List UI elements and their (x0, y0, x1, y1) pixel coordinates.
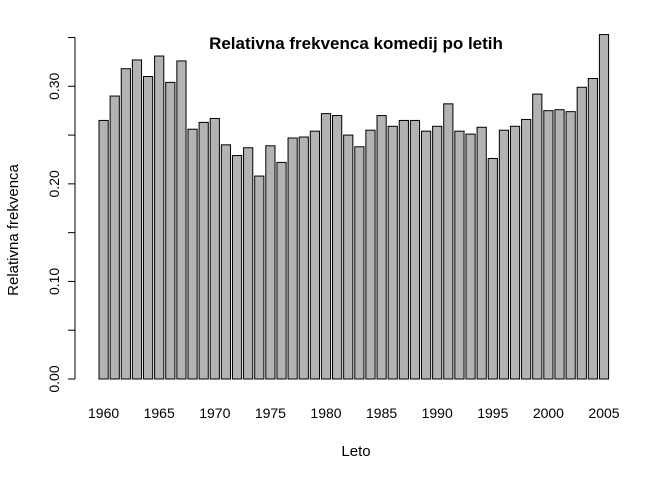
bar-1993 (465, 133, 476, 380)
bar-2004 (587, 77, 598, 380)
bar-1981 (332, 115, 343, 380)
bar-1982 (343, 134, 354, 380)
bar-1985 (376, 115, 387, 380)
bar-1977 (287, 137, 298, 380)
bar-1966 (165, 81, 176, 380)
bar-1963 (131, 59, 143, 380)
bar-1988 (409, 119, 421, 380)
bar-1976 (276, 161, 287, 380)
bar-2001 (554, 109, 565, 380)
bar-1973 (243, 147, 254, 380)
bar-2003 (576, 86, 587, 380)
bar-1984 (365, 129, 376, 380)
x-tick-label: 1975 (255, 405, 286, 421)
bar-1979 (309, 130, 320, 380)
y-axis: 0.00 0.10 0.20 0.30 (46, 37, 76, 393)
x-tick-label: 1985 (366, 405, 397, 421)
x-axis-label: Leto (341, 443, 370, 460)
y-tick-label: 0.20 (46, 170, 62, 197)
bar-1997 (509, 125, 521, 380)
bar-2002 (565, 111, 576, 380)
x-tick-label: 2005 (588, 405, 619, 421)
bar-1968 (187, 128, 198, 380)
bar-1986 (387, 125, 398, 380)
bars (98, 34, 610, 380)
bar-1960 (98, 119, 109, 380)
x-axis-tick-labels: 1960 1965 1970 1975 1980 1985 1990 1995 2000 2005 (88, 405, 620, 421)
bar-1990 (432, 125, 443, 380)
x-tick-label: 1995 (477, 405, 508, 421)
bar-1962 (120, 68, 131, 380)
bar-1999 (532, 93, 543, 380)
bar-1989 (420, 130, 432, 380)
bar-1971 (220, 144, 232, 380)
chart-title: Relativna frekvenca komedij po letih (209, 34, 503, 53)
x-tick-label: 1990 (422, 405, 453, 421)
x-tick-label: 1960 (88, 405, 119, 421)
bar-1964 (142, 76, 154, 380)
bar-1992 (454, 130, 465, 380)
bar-1961 (109, 95, 120, 380)
bar-1975 (265, 145, 276, 380)
bar-1972 (231, 155, 243, 380)
x-tick-label: 1980 (310, 405, 341, 421)
bar-1991 (443, 103, 454, 380)
bar-1995 (487, 157, 498, 380)
bar-1983 (354, 146, 365, 380)
x-tick-label: 2000 (533, 405, 564, 421)
x-tick-label: 1970 (199, 405, 230, 421)
bar-1987 (398, 119, 409, 380)
bar-1996 (498, 129, 510, 380)
bar-2005 (598, 34, 610, 380)
y-axis-label: Relativna frekvenca (5, 163, 22, 295)
bar-1974 (254, 175, 265, 380)
bar-1998 (521, 118, 532, 380)
bar-1967 (176, 60, 187, 380)
bar-1965 (154, 55, 165, 380)
bar-1994 (476, 126, 487, 380)
bar-1978 (298, 136, 309, 380)
x-tick-label: 1965 (144, 405, 175, 421)
y-tick-label: 0.10 (46, 268, 62, 295)
y-tick-label: 0.30 (46, 72, 62, 99)
bar-1970 (209, 117, 220, 380)
bar-1980 (320, 113, 332, 380)
bar-2000 (543, 110, 554, 380)
y-tick-label: 0.00 (46, 365, 62, 392)
bar-1969 (198, 121, 209, 380)
